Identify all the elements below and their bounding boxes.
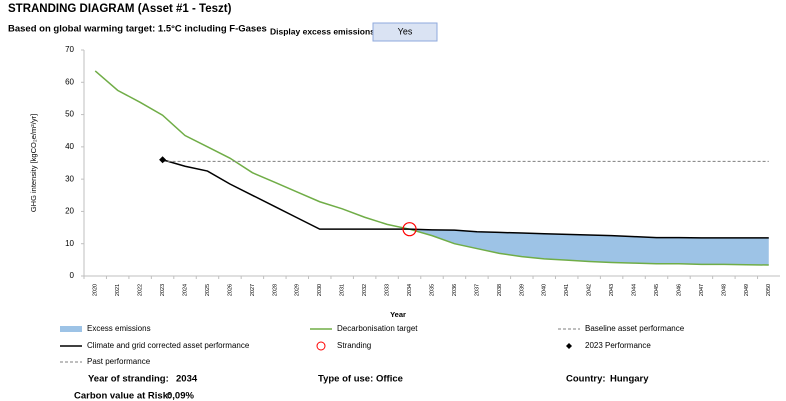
x-tick-label: 2027	[250, 284, 256, 296]
x-tick-label: 2049	[744, 284, 750, 296]
legend-label: Baseline asset performance	[585, 324, 685, 333]
x-tick-label: 2021	[115, 284, 121, 296]
info-value: Hungary	[610, 374, 649, 385]
performance-marker	[159, 156, 167, 164]
x-tick-label: 2024	[182, 284, 188, 296]
x-axis-label: Year	[390, 310, 406, 319]
legend-label: Excess emissions	[87, 324, 151, 333]
x-tick-label: 2036	[452, 284, 458, 296]
x-tick-label: 2038	[497, 284, 503, 296]
x-tick-label: 2040	[542, 284, 548, 296]
x-tick-label: 2029	[295, 284, 301, 296]
y-tick-label: 30	[65, 174, 74, 183]
x-tick-label: 2026	[227, 284, 233, 296]
x-tick-label: 2031	[340, 284, 346, 296]
info-value: Office	[376, 374, 403, 385]
toggle-value[interactable]: Yes	[398, 26, 413, 36]
x-tick-label: 2047	[699, 284, 705, 296]
y-tick-label: 0	[70, 271, 75, 280]
x-tick-label: 2022	[138, 284, 144, 296]
chart-title: STRANDING DIAGRAM (Asset #1 - Teszt)	[8, 3, 232, 15]
legend-swatch	[60, 326, 82, 332]
x-tick-label: 2042	[587, 284, 593, 296]
info-label: Type of use:	[318, 374, 373, 385]
x-tick-label: 2044	[632, 284, 638, 296]
y-tick-label: 20	[65, 207, 74, 216]
x-tick-label: 2034	[407, 284, 413, 296]
legend-label: Decarbonisation target	[337, 324, 418, 333]
series-line	[162, 159, 769, 239]
x-tick-label: 2033	[385, 284, 391, 296]
x-tick-label: 2043	[609, 284, 615, 296]
toggle-label: Display excess emissions:	[270, 26, 378, 36]
legend-swatch	[566, 343, 572, 349]
x-tick-label: 2048	[721, 284, 727, 296]
y-tick-label: 60	[65, 77, 74, 86]
x-tick-label: 2023	[160, 284, 166, 296]
x-tick-label: 2035	[429, 284, 435, 296]
legend: Excess emissions Decarbonisation target Ba…	[60, 324, 685, 366]
legend-label: Climate and grid corrected asset perform…	[87, 341, 250, 350]
x-tick-label: 2045	[654, 284, 660, 296]
x-tick-label: 2041	[564, 284, 570, 296]
y-tick-label: 70	[65, 45, 74, 54]
x-tick-label: 2046	[676, 284, 682, 296]
x-tick-label: 2028	[272, 284, 278, 296]
legend-label: Stranding	[337, 341, 371, 350]
legend-swatch	[316, 341, 326, 351]
x-tick-label: 2032	[362, 284, 368, 296]
info-label: Country:	[566, 374, 606, 385]
stranding-marker	[402, 222, 417, 237]
legend-label: Past performance	[87, 357, 151, 366]
x-tick-label: 2025	[205, 284, 211, 296]
info-value: 0,09%	[167, 391, 194, 401]
y-axis-label: GHG intensity [kgCO₂e/m²/yr]	[29, 114, 38, 212]
y-tick-label: 50	[65, 110, 74, 119]
x-tick-label: 2037	[474, 284, 480, 296]
x-tick-label: 2020	[93, 284, 99, 296]
info-label: Year of stranding:	[88, 374, 169, 385]
series-line	[94, 70, 769, 266]
legend-label: 2023 Performance	[585, 341, 651, 350]
info-label: Carbon value at Risk:	[74, 391, 171, 401]
x-tick-label: 2050	[766, 284, 772, 296]
x-tick-label: 2039	[519, 284, 525, 296]
x-tick-label: 2030	[317, 284, 323, 296]
chart-subtitle: Based on global warming target: 1.5°C in…	[8, 24, 267, 35]
y-tick-label: 40	[65, 142, 74, 151]
toggle-button[interactable]	[372, 22, 438, 42]
y-tick-label: 10	[65, 239, 74, 248]
info-value: 2034	[176, 374, 198, 385]
